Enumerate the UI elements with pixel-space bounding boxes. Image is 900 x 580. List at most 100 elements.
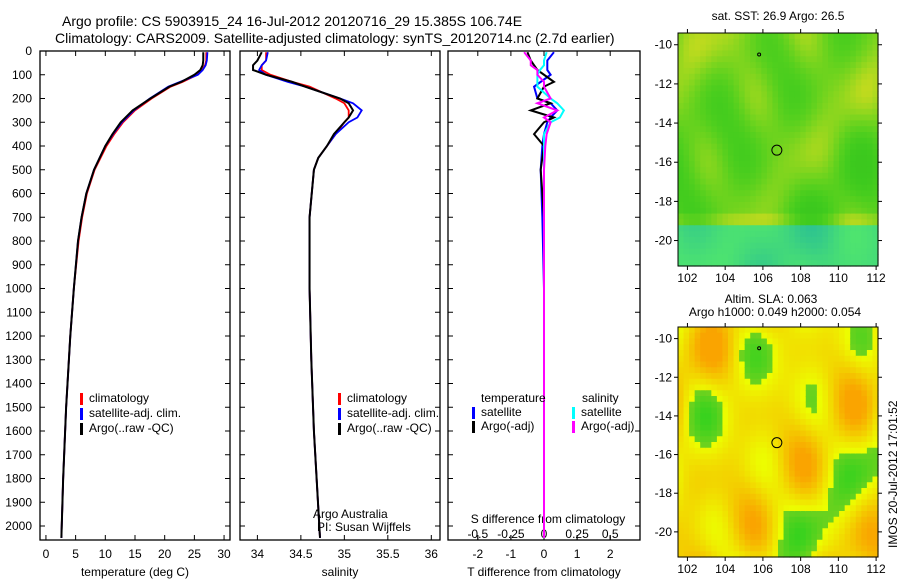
map-cell [689,522,696,529]
map-cell [822,344,829,351]
map-cell [855,384,862,391]
map-cell [744,401,751,409]
map-cell [783,219,790,226]
map-cell [750,488,757,495]
map-cell [716,419,724,426]
map-cell [783,137,790,145]
map-cell [850,161,857,168]
map-cell [794,350,801,357]
map-cell [811,482,818,489]
map-cell [839,390,846,397]
map-cell [839,213,846,220]
map-cell [833,493,840,501]
map-cell [711,207,718,215]
map-cell [711,332,718,340]
map-cell [733,184,740,191]
map-cell [716,248,724,255]
map-cell [689,384,696,391]
map-cell [828,373,835,380]
map-cell [855,108,862,116]
map-cell [678,248,685,255]
map-cell [816,505,824,512]
map-cell [722,378,729,386]
map-cell [872,236,879,244]
map-cell [828,470,835,478]
map-cell [750,476,757,483]
map-cell [861,419,868,426]
map-cell [816,361,824,368]
map-cell [805,161,812,168]
map-cell [816,482,824,489]
map-cell [872,407,879,414]
map-cell [872,378,879,386]
map-cell [861,459,868,466]
map-cell [778,499,785,506]
map-cell [822,44,829,52]
map-cell [750,178,757,186]
map-cell [739,33,746,40]
map-cell [705,424,712,432]
map-cell [766,459,774,466]
map-cell [700,453,707,460]
map-cell [839,384,846,391]
map-cell [828,447,835,455]
map-cell [778,465,785,472]
map-cell [728,137,735,145]
map-cell [855,248,862,255]
map-cell [728,56,735,63]
map-cell [833,384,840,391]
map-cell [833,344,840,351]
map-cell [855,172,862,180]
map-cell [872,190,879,197]
map-cell [855,470,862,478]
map-cell [689,539,696,547]
map-cell [750,126,757,133]
map-cell [722,137,729,145]
map-cell [733,384,740,391]
map-cell [700,91,707,98]
map-cell [744,38,751,46]
map-cell [705,493,712,501]
map-cell [805,213,812,220]
map-cell [728,242,735,250]
map-cell [689,178,696,186]
x-tick-label: 35.5 [376,547,400,561]
map-cell [861,332,868,340]
map-cell [783,50,790,57]
map-cell [783,539,790,547]
map-cell [739,207,746,215]
map-cell [694,488,701,495]
map-cell [872,50,879,57]
map-cell [805,373,812,380]
map-cell [739,155,746,162]
map-cell [689,390,696,397]
map-cell [800,201,807,209]
map-cell [722,73,729,81]
x-tick-label: 10 [99,547,113,561]
map-cell [766,196,774,203]
map-cell [783,355,790,363]
map-cell [700,522,707,529]
map-cell [833,190,840,197]
map-cell [833,184,840,191]
map-cell [772,248,779,255]
map-cell [805,190,812,197]
map-cell [722,166,729,174]
map-cell [805,67,812,75]
map-cell [816,545,824,552]
map-cell [772,344,779,351]
map-cell [872,178,879,186]
map-cell [689,476,696,483]
y-tick-label: 1000 [5,282,32,296]
map-cell [850,254,857,261]
map-cell [711,465,718,472]
map-cell [722,338,729,345]
map-cell [855,260,862,267]
map-cell [705,254,712,261]
map-cell [783,419,790,426]
map-cell [694,539,701,547]
map-cell [761,219,768,226]
map-cell [800,407,807,414]
map-cell [750,355,757,363]
map-cell [844,488,851,495]
